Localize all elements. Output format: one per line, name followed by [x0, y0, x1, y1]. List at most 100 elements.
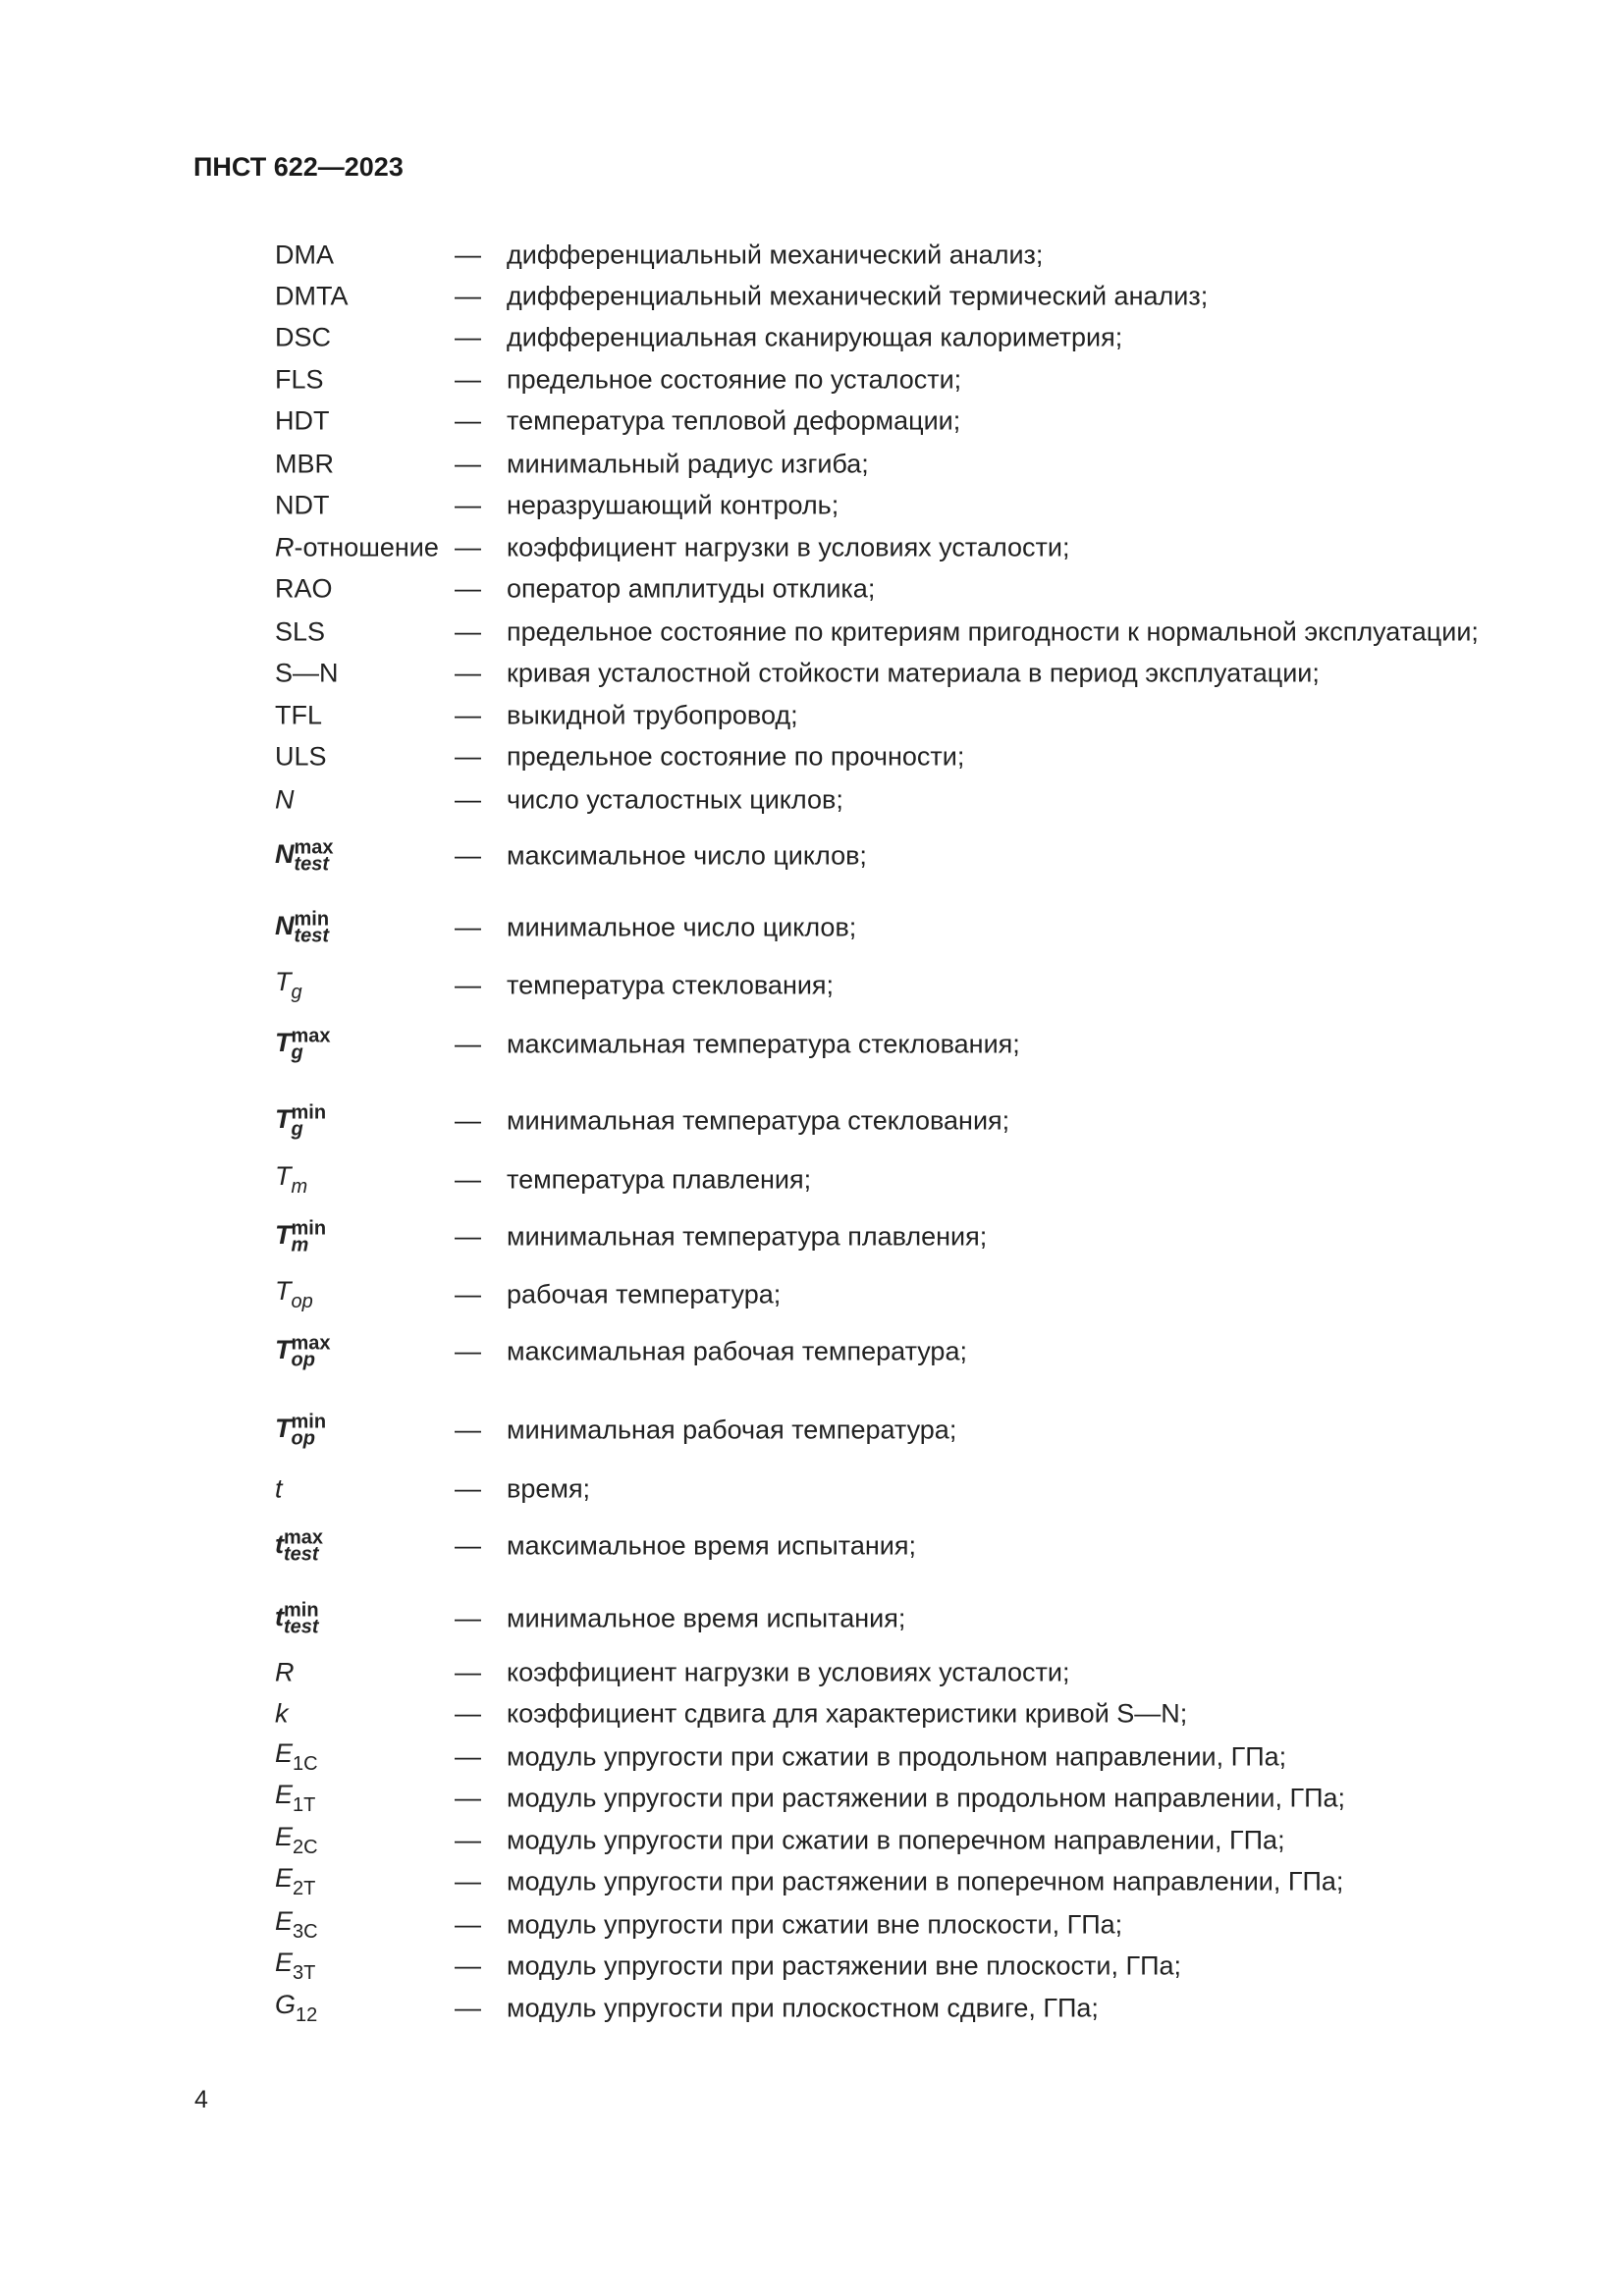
- abbreviation-description: дифференциальный механический анализ;: [507, 240, 1044, 270]
- abbreviation-description: минимальное число циклов;: [507, 912, 857, 942]
- abbreviation-description: модуль упругости при сжатии вне плоскост…: [507, 1909, 1123, 1940]
- em-dash: —: [455, 405, 481, 436]
- abbreviation-term: HDT: [275, 405, 330, 436]
- em-dash: —: [455, 1825, 481, 1855]
- term-symbol: E: [275, 1863, 294, 1893]
- abbreviation-term: R: [275, 1659, 295, 1686]
- abbreviation-row: DMA — дифференциальный механический анализ…: [0, 240, 1624, 294]
- abbreviation-description: температура тепловой деформации;: [507, 405, 961, 436]
- term-symbol: N: [275, 784, 295, 815]
- abbreviation-description: температура плавления;: [507, 1164, 812, 1195]
- abbreviation-row: SLS — предельное состояние по критериям пр…: [0, 617, 1624, 671]
- abbreviation-description: минимальная рабочая температура;: [507, 1415, 957, 1445]
- term-subscript: 3C: [293, 1921, 318, 1943]
- em-dash: —: [455, 1741, 481, 1772]
- em-dash: —: [455, 616, 481, 647]
- abbreviation-description: предельное состояние по критериям пригод…: [507, 616, 1479, 647]
- abbreviation-term: k: [275, 1700, 289, 1728]
- abbreviation-term: TFL: [275, 702, 322, 729]
- term-symbol: T: [275, 1335, 292, 1365]
- term-symbol: FLS: [275, 364, 324, 395]
- em-dash: —: [455, 1657, 481, 1687]
- term-symbol: R: [275, 532, 295, 562]
- em-dash: —: [455, 1105, 481, 1136]
- em-dash: —: [455, 700, 481, 730]
- abbreviation-term: DSC: [275, 324, 331, 351]
- abbreviation-description: минимальная температура стеклования;: [507, 1105, 1010, 1136]
- abbreviation-row: ULS — предельное состояние по прочности;: [0, 742, 1624, 796]
- abbreviation-term: Top: [275, 1276, 313, 1312]
- term-subscript: op: [291, 1349, 315, 1371]
- term-symbol: DMTA: [275, 281, 349, 311]
- abbreviation-description: максимальное число циклов;: [507, 840, 867, 871]
- abbreviation-term: RAO: [275, 575, 333, 603]
- abbreviation-description: максимальная рабочая температура;: [507, 1336, 967, 1366]
- term-subscript: g: [291, 1041, 303, 1064]
- term-superscript: min: [294, 908, 330, 931]
- em-dash: —: [455, 1221, 481, 1252]
- term-indices: min m: [292, 1219, 327, 1255]
- abbreviation-term: ULS: [275, 743, 327, 771]
- abbreviation-row: FLS — предельное состояние по усталости;: [0, 365, 1624, 419]
- abbreviation-description: коэффициент нагрузки в условиях усталост…: [507, 532, 1070, 562]
- abbreviation-description: дифференциальный механический термически…: [507, 281, 1209, 311]
- abbreviation-row: E2C — модуль упругости при сжатии в попере…: [0, 1824, 1624, 1880]
- abbreviation-row: DSC — дифференциальная сканирующая калорим…: [0, 323, 1624, 377]
- em-dash: —: [455, 1698, 481, 1729]
- term-subscript: 3T: [293, 1962, 316, 1984]
- abbreviation-description: коэффициент сдвига для характеристики кр…: [507, 1698, 1188, 1729]
- em-dash: —: [455, 1866, 481, 1896]
- term-indices: min test: [284, 1601, 319, 1637]
- term-symbol: t: [275, 1529, 284, 1560]
- term-subscript: test: [294, 925, 330, 947]
- abbreviation-row: R-отношение — коэффициент нагрузки в услов…: [0, 533, 1624, 587]
- em-dash: —: [455, 1909, 481, 1940]
- abbreviation-description: модуль упругости при растяжении в попере…: [507, 1866, 1344, 1896]
- term-symbol: T: [275, 1161, 292, 1191]
- abbreviation-term: R-отношение: [275, 532, 439, 562]
- em-dash: —: [455, 573, 481, 604]
- abbreviation-description: модуль упругости при сжатии в поперечном…: [507, 1825, 1285, 1855]
- abbreviation-row: Top — рабочая температура;: [0, 1278, 1624, 1334]
- em-dash: —: [455, 784, 481, 815]
- abbreviation-row: t max test — максимальное время испытания;: [0, 1528, 1624, 1585]
- abbreviation-row: t min test — минимальное время испытания;: [0, 1601, 1624, 1658]
- term-symbol: E: [275, 1780, 294, 1809]
- abbreviation-description: коэффициент нагрузки в условиях усталост…: [507, 1657, 1070, 1687]
- page-number: 4: [194, 2086, 208, 2113]
- term-symbol: N: [275, 911, 295, 941]
- term-subscript: test: [294, 853, 330, 876]
- abbreviation-description: рабочая температура;: [507, 1279, 782, 1309]
- term-symbol: T: [275, 1276, 292, 1306]
- term-symbol: HDT: [275, 405, 330, 436]
- term-symbol: t: [275, 1602, 284, 1632]
- term-superscript: min: [291, 1217, 327, 1240]
- abbreviation-term: E2T: [275, 1863, 315, 1899]
- term-subscript: op: [291, 1427, 315, 1450]
- term-indices: min op: [292, 1413, 327, 1449]
- term-subscript: op: [291, 1291, 313, 1312]
- abbreviation-description: модуль упругости при растяжении в продол…: [507, 1783, 1346, 1813]
- abbreviation-term: DMTA: [275, 281, 349, 311]
- abbreviation-term: N: [275, 784, 295, 815]
- term-symbol: S—N: [275, 658, 339, 688]
- term-symbol: T: [275, 1220, 292, 1251]
- abbreviation-term: Tg: [275, 969, 302, 1003]
- term-symbol: T: [275, 1028, 292, 1058]
- abbreviation-description: минимальный радиус изгиба;: [507, 449, 869, 479]
- term-subscript: 12: [296, 2004, 318, 2026]
- abbreviation-term: t min test: [275, 1601, 319, 1637]
- document-header: ПНСТ 622—2023: [193, 152, 404, 182]
- abbreviation-row: RAO — оператор амплитуды отклика;: [0, 574, 1624, 628]
- em-dash: —: [455, 532, 481, 562]
- term-indices: max op: [292, 1334, 331, 1370]
- em-dash: —: [455, 1029, 481, 1059]
- abbreviation-row: DMTA — дифференциальный механический терми…: [0, 282, 1624, 336]
- abbreviation-description: число усталостных циклов;: [507, 784, 843, 815]
